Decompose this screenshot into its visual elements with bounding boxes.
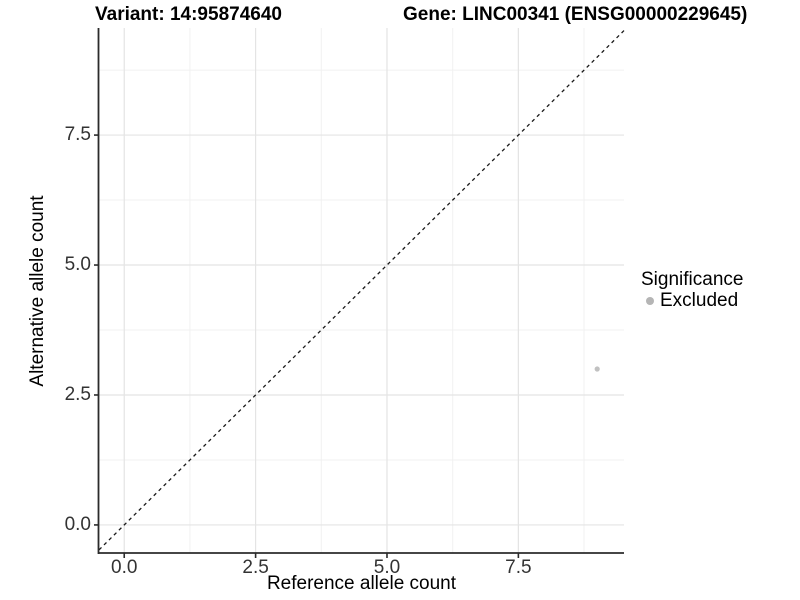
y-axis-title: Alternative allele count: [27, 195, 48, 387]
y-tick-label: 5.0: [64, 254, 91, 276]
y-tick-label: 2.5: [64, 383, 91, 405]
legend-title: Significance: [641, 269, 744, 290]
x-tick-label: 7.5: [505, 557, 532, 578]
variant-title: Variant: 14:95874640: [95, 4, 282, 25]
identity-reference-line: [98, 30, 625, 551]
x-axis-title: Reference allele count: [266, 573, 457, 594]
legend-key: [641, 293, 657, 309]
legend-point-icon: [646, 297, 654, 305]
data-point: [594, 366, 600, 372]
y-tick-label: 7.5: [64, 124, 91, 146]
gene-title: Gene: LINC00341 (ENSG00000229645): [403, 4, 748, 25]
legend: Significance Excluded: [641, 269, 743, 311]
legend-item: Excluded: [641, 290, 743, 311]
x-tick-label: 5.0: [373, 557, 401, 578]
x-tick-label: 2.5: [242, 557, 269, 578]
y-tick-label: 0.0: [64, 513, 91, 535]
legend-item-label: Excluded: [660, 290, 739, 311]
legend-items: Excluded: [641, 290, 743, 311]
x-tick-label: 0.0: [111, 557, 138, 578]
